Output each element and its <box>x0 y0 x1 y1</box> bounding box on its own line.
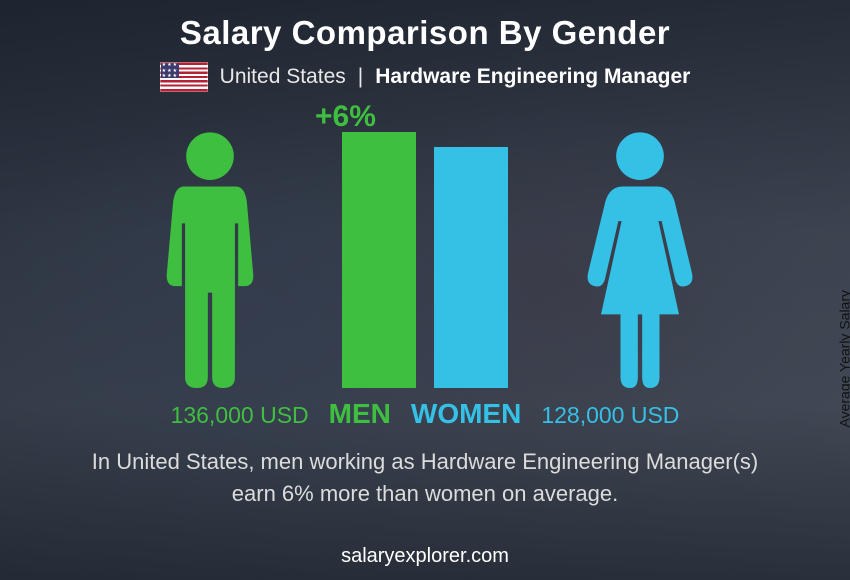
men-salary-value: 136,000 USD <box>171 402 309 429</box>
infographic-content: Salary Comparison By Gender United State… <box>0 0 850 580</box>
job-title: Hardware Engineering Manager <box>375 65 690 89</box>
us-flag-icon <box>160 62 208 92</box>
summary-text: In United States, men working as Hardwar… <box>0 430 850 510</box>
y-axis-label: Average Yearly Salary <box>836 290 850 428</box>
woman-icon <box>575 128 705 388</box>
man-icon <box>145 128 275 388</box>
women-salary-value: 128,000 USD <box>541 402 679 429</box>
separator: | <box>358 65 363 89</box>
page-title: Salary Comparison By Gender <box>0 0 850 52</box>
salary-chart: +6% 136,000 USD MEN WOMEN 128,000 USD <box>0 100 850 430</box>
women-label: WOMEN <box>411 398 521 430</box>
men-label: MEN <box>329 398 391 430</box>
bar-women <box>434 147 508 388</box>
footer-source: salaryexplorer.com <box>0 545 850 568</box>
subtitle-row: United States | Hardware Engineering Man… <box>0 62 850 92</box>
chart-labels-row: 136,000 USD MEN WOMEN 128,000 USD <box>0 398 850 430</box>
bar-men <box>342 132 416 388</box>
bar-group <box>342 132 508 388</box>
percent-difference-label: +6% <box>315 100 376 134</box>
location-label: United States <box>220 65 346 89</box>
